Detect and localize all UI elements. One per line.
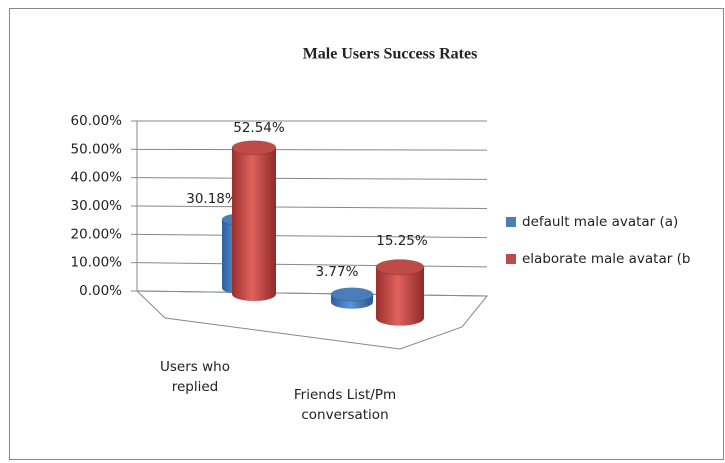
grid-line [136,233,488,239]
y-tick-label: 40.00% [71,170,123,186]
grid-line [136,290,488,297]
y-tick-label: 10.00% [71,255,123,271]
value-label: 52.54% [233,120,285,136]
y-tick-label: 60.00% [71,113,123,129]
y-tick-label: 30.00% [71,198,123,214]
grid-line [136,262,488,268]
y-tick-label: 0.00% [79,283,122,299]
bar-top [231,140,277,156]
bar [232,147,276,302]
value-label: 3.77% [316,264,359,280]
bar-top [330,287,374,302]
grid-line [136,177,488,180]
floor [135,290,489,350]
y-tick-label: 20.00% [71,226,123,242]
bar [376,267,424,326]
y-tick-label: 50.00% [71,141,123,157]
x-tick-label: Users who replied [160,359,230,395]
grid-line [136,205,488,209]
legend-swatch [506,254,516,264]
legend-label: elaborate male avatar (b [522,251,690,267]
legend-swatch [506,217,516,227]
grid-line [136,148,488,151]
chart-border [9,8,724,460]
bar-top [375,258,425,276]
chart-title: Male Users Success Rates [303,46,478,63]
value-label: 15.25% [376,233,428,249]
legend-label: default male avatar (a) [522,214,678,230]
x-tick-label: Friends List/Pm conversation [293,387,397,423]
value-label: 30.18% [186,191,238,207]
